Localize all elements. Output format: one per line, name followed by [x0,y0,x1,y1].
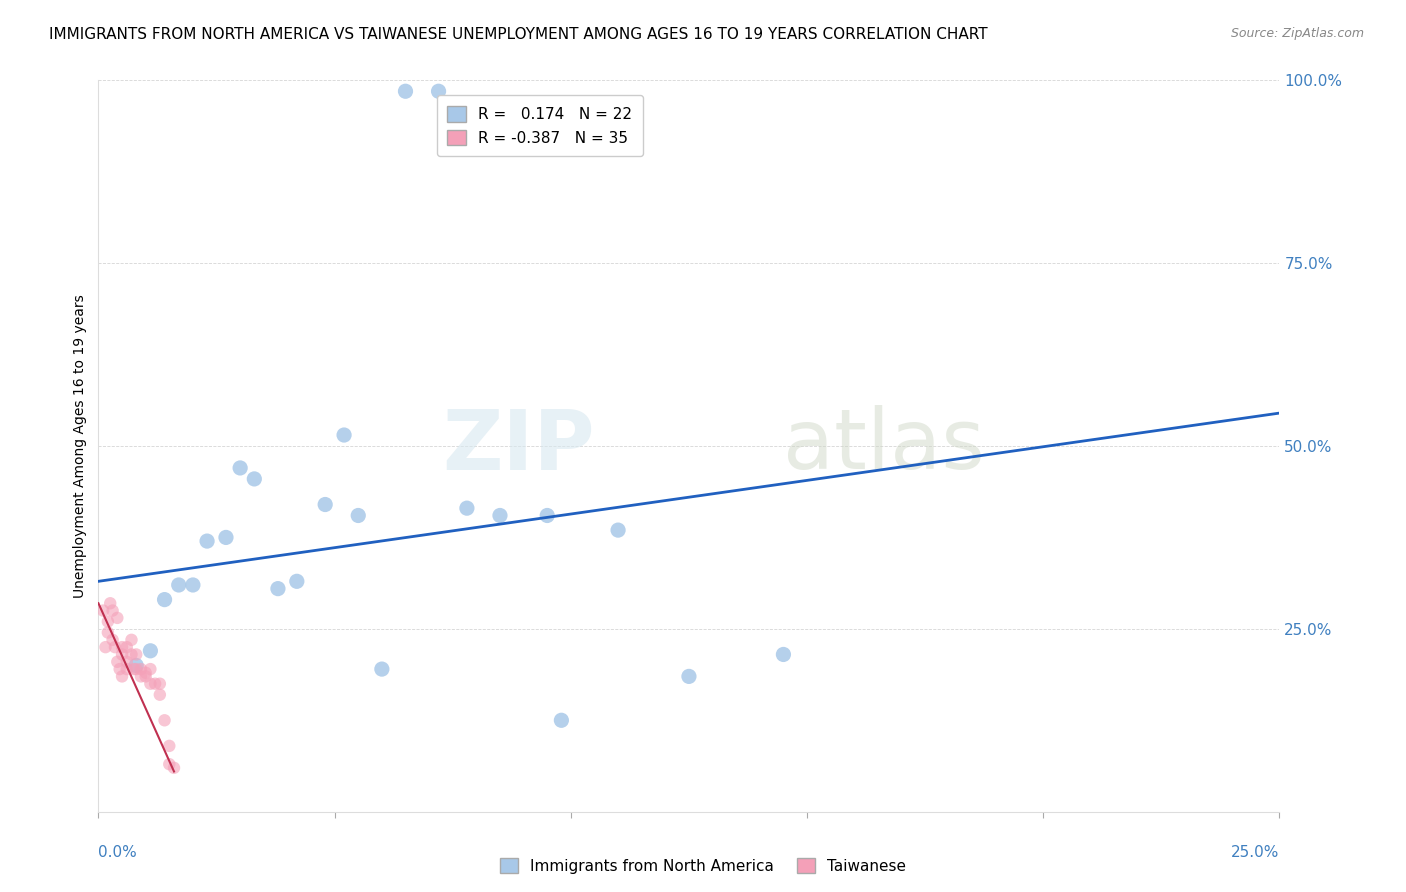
Point [122,662,145,676]
Point [167,578,190,592]
Point [678,669,700,683]
Point [135,665,157,680]
Point [108,662,131,676]
Point [536,508,558,523]
Point [135,669,157,683]
Point [105,611,128,625]
Point [98,596,121,610]
Text: 25.0%: 25.0% [1232,845,1279,860]
Point [347,508,370,523]
Point [195,534,218,549]
Point [129,669,152,683]
Point [371,662,394,676]
Point [129,662,152,676]
Point [163,761,186,775]
Point [97,625,120,640]
Point [121,648,143,662]
Point [157,739,180,753]
Point [456,501,478,516]
Point [115,640,138,655]
Point [125,662,148,676]
Point [111,648,134,662]
Point [105,655,128,669]
Point [489,508,512,523]
Text: 0.0%: 0.0% [98,845,138,860]
Point [115,655,138,669]
Point [97,615,120,629]
Point [772,648,794,662]
Y-axis label: Unemployment Among Ages 16 to 19 years: Unemployment Among Ages 16 to 19 years [73,294,87,598]
Point [607,523,630,537]
Point [139,662,162,676]
Text: ZIP: ZIP [441,406,595,486]
Point [94,640,117,655]
Point [115,662,138,676]
Point [229,461,252,475]
Point [215,530,238,544]
Point [104,640,127,655]
Point [333,428,356,442]
Point [243,472,266,486]
Point [181,578,204,592]
Point [394,84,416,98]
Text: IMMIGRANTS FROM NORTH AMERICA VS TAIWANESE UNEMPLOYMENT AMONG AGES 16 TO 19 YEAR: IMMIGRANTS FROM NORTH AMERICA VS TAIWANE… [49,27,988,42]
Point [153,714,176,728]
Point [125,658,148,673]
Text: Source: ZipAtlas.com: Source: ZipAtlas.com [1230,27,1364,40]
Point [149,688,172,702]
Point [267,582,290,596]
Point [149,676,172,690]
Point [125,648,148,662]
Point [111,640,134,655]
Point [427,84,450,98]
Point [314,498,336,512]
Point [111,669,134,683]
Legend: Immigrants from North America, Taiwanese: Immigrants from North America, Taiwanese [494,852,912,880]
Legend: R =   0.174   N = 22, R = -0.387   N = 35: R = 0.174 N = 22, R = -0.387 N = 35 [437,95,643,156]
Point [121,632,143,647]
Point [285,574,308,589]
Point [157,757,180,772]
Point [101,632,124,647]
Point [143,676,166,690]
Point [153,592,176,607]
Point [139,644,162,658]
Point [139,676,162,690]
Point [550,714,572,728]
Point [101,603,124,617]
Point [91,603,114,617]
Text: atlas: atlas [783,406,986,486]
